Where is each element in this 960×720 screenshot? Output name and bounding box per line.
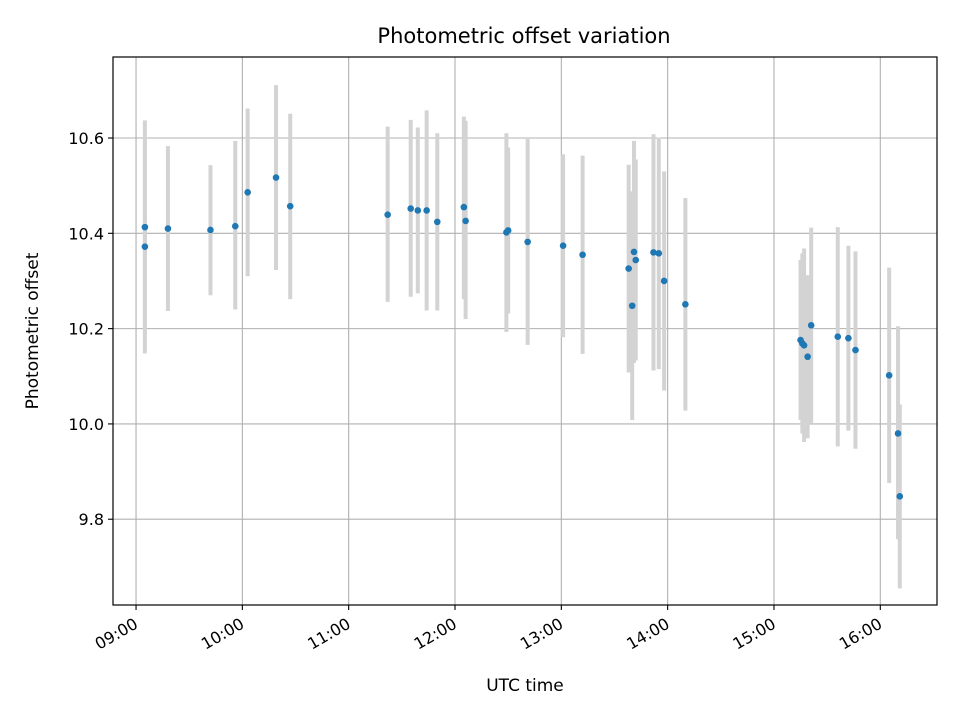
x-axis-label: UTC time (486, 676, 564, 696)
data-point (504, 227, 512, 234)
data-point (460, 203, 468, 211)
data-point (244, 189, 251, 196)
y-tick-label: 10.2 (68, 320, 104, 339)
data-point (272, 174, 280, 181)
data-point (682, 301, 689, 308)
data-point (807, 321, 815, 329)
y-tick-label: 9.8 (79, 510, 104, 529)
data-point (414, 207, 422, 214)
x-tick-label: 15:00 (730, 614, 779, 654)
data-point (462, 217, 469, 225)
data-point (207, 226, 214, 234)
y-tick-label: 10.0 (68, 415, 104, 434)
data-point (433, 218, 441, 226)
x-tick-label: 11:00 (304, 614, 353, 654)
data-point (800, 341, 808, 349)
data-point (650, 249, 657, 256)
data-point (579, 251, 586, 259)
data-point (896, 493, 904, 500)
y-axis-label: Photometric offset (23, 252, 43, 409)
data-point (885, 372, 893, 379)
data-point (660, 277, 668, 285)
x-tick-label: 12:00 (411, 614, 460, 654)
data-point (231, 222, 239, 230)
data-point (834, 333, 842, 341)
y-tick-label: 10.6 (68, 129, 104, 148)
x-tick-label: 16:00 (836, 614, 885, 654)
data-point (852, 346, 859, 354)
x-tick-label: 13:00 (517, 614, 566, 654)
data-point (141, 223, 149, 231)
data-point (630, 248, 638, 256)
data-point (655, 250, 663, 257)
data-point (845, 334, 852, 342)
data-points (141, 174, 904, 500)
data-point (423, 207, 430, 214)
plot-frame (112, 56, 938, 606)
data-point (407, 205, 415, 212)
data-point (804, 353, 811, 361)
data-point (559, 242, 567, 250)
data-point (286, 202, 294, 210)
x-axis-ticks: 09:00 10:00 11:00 12:00 13:00 14:00 15:00 16:00 (92, 605, 885, 654)
data-point (625, 265, 632, 272)
error-bars (142, 85, 902, 589)
data-point (894, 430, 902, 437)
data-point (141, 243, 149, 250)
grid (113, 57, 937, 605)
y-axis-ticks: 9.8 10.0 10.2 10.4 10.6 (68, 129, 113, 529)
data-point (628, 302, 636, 310)
chart-title: Photometric offset variation (377, 24, 670, 48)
data-point (632, 256, 640, 264)
x-tick-label: 10:00 (198, 614, 247, 654)
data-point (384, 211, 391, 219)
x-tick-label: 09:00 (92, 614, 141, 654)
data-point (164, 225, 172, 232)
y-tick-label: 10.4 (68, 224, 104, 243)
data-point (524, 238, 531, 246)
x-tick-label: 14:00 (623, 614, 672, 654)
